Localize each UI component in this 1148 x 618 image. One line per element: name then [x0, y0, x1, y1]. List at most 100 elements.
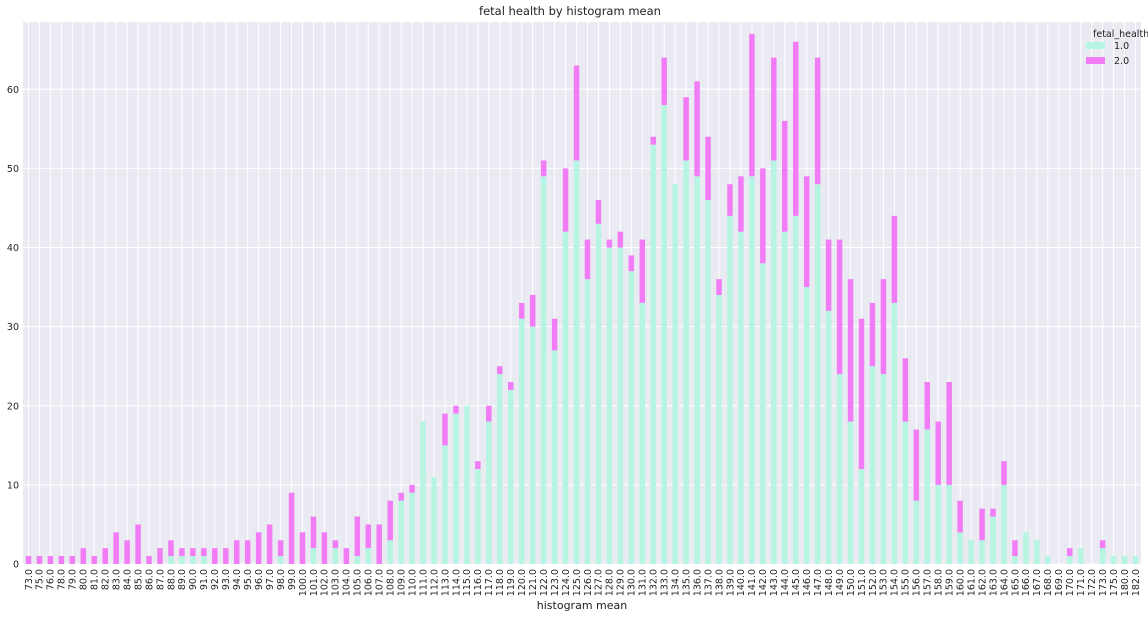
- bar-118.0-series-1.0: [497, 374, 503, 564]
- bar-163.0-series-1.0: [990, 516, 996, 564]
- bar-149.0-series-1.0: [836, 374, 843, 564]
- bar-137.0-series-2.0: [705, 136, 711, 201]
- bar-80.0-series-2.0: [80, 548, 87, 564]
- x-tick-label: 102.0: [320, 569, 331, 596]
- x-tick-label: 172.0: [1087, 569, 1098, 596]
- bar-100.0-series-2.0: [299, 532, 306, 564]
- bar-146.0-series-2.0: [803, 176, 810, 288]
- x-tick-label: 157.0: [923, 569, 934, 596]
- bar-173.0-series-1.0: [1099, 548, 1106, 564]
- bar-115.0-series-1.0: [464, 405, 470, 564]
- bar-161.0-series-1.0: [968, 540, 974, 564]
- bar-162.0-series-1.0: [979, 540, 985, 564]
- bar-138.0-series-1.0: [716, 294, 722, 564]
- bar-127.0-series-2.0: [595, 200, 602, 224]
- x-tick-label: 167.0: [1032, 569, 1043, 596]
- bar-105.0-series-1.0: [354, 556, 361, 564]
- x-tick-label: 161.0: [966, 569, 977, 596]
- x-tick-label: 168.0: [1043, 569, 1054, 596]
- bar-152.0-series-1.0: [869, 366, 876, 564]
- bar-89.0-series-1.0: [179, 556, 185, 564]
- bar-118.0-series-2.0: [497, 366, 503, 375]
- bar-103.0-series-2.0: [332, 540, 339, 549]
- bar-119.0-series-2.0: [508, 382, 514, 390]
- bar-136.0-series-2.0: [694, 81, 700, 177]
- bar-165.0-series-1.0: [1012, 556, 1018, 564]
- bar-90.0-series-2.0: [190, 548, 196, 557]
- bar-113.0-series-1.0: [442, 445, 448, 564]
- bar-83.0-series-2.0: [113, 532, 119, 564]
- bar-114.0-series-2.0: [453, 405, 459, 414]
- bar-125.0-series-1.0: [573, 160, 580, 564]
- bar-122.0-series-1.0: [540, 176, 547, 564]
- legend: fetal_health 1.02.0: [1086, 29, 1148, 67]
- bar-141.0-series-1.0: [749, 176, 755, 564]
- bar-124.0-series-2.0: [562, 168, 569, 232]
- bar-155.0-series-2.0: [902, 358, 909, 422]
- bar-111.0-series-1.0: [420, 421, 426, 564]
- x-tick-label: 152.0: [868, 569, 879, 596]
- x-tick-label: 127.0: [594, 569, 605, 596]
- bar-171.0-series-1.0: [1077, 548, 1084, 564]
- bar-79.0-series-2.0: [69, 556, 76, 564]
- bar-76.0-series-2.0: [47, 556, 54, 564]
- bar-93.0-series-2.0: [223, 548, 229, 564]
- bar-94.0-series-2.0: [233, 540, 240, 564]
- x-tick-label: 105.0: [353, 569, 364, 596]
- x-tick-label: 139.0: [725, 569, 736, 596]
- x-tick-label: 87.0: [155, 569, 166, 590]
- bar-106.0-series-1.0: [365, 548, 372, 564]
- y-tick-label: 20: [7, 401, 19, 412]
- bar-78.0-series-2.0: [58, 556, 65, 564]
- x-tick-label: 138.0: [714, 569, 725, 596]
- bar-137.0-series-1.0: [705, 200, 711, 565]
- bar-160.0-series-1.0: [957, 532, 963, 564]
- bar-142.0-series-1.0: [760, 263, 766, 564]
- bar-170.0-series-1.0: [1067, 556, 1073, 564]
- x-tick-label: 109.0: [396, 569, 407, 596]
- x-tick-label: 84.0: [122, 569, 133, 590]
- x-tick-label: 171.0: [1076, 569, 1087, 596]
- bars: [25, 33, 1139, 565]
- bar-152.0-series-2.0: [869, 302, 876, 367]
- y-tick-label: 40: [7, 243, 19, 254]
- x-tick-label: 120.0: [517, 569, 528, 596]
- x-tick-label: 141.0: [747, 569, 758, 596]
- bar-135.0-series-2.0: [683, 97, 689, 161]
- bar-165.0-series-2.0: [1012, 540, 1018, 557]
- x-tick-label: 100.0: [298, 569, 309, 596]
- bar-158.0-series-1.0: [935, 484, 941, 564]
- bar-129.0-series-1.0: [617, 247, 624, 564]
- bar-133.0-series-2.0: [661, 57, 667, 106]
- bar-147.0-series-2.0: [814, 57, 821, 185]
- bar-81.0-series-2.0: [91, 556, 97, 564]
- bar-140.0-series-1.0: [738, 231, 744, 564]
- bar-107.0-series-2.0: [376, 524, 382, 564]
- bar-82.0-series-2.0: [102, 548, 108, 564]
- x-tick-labels: 73.0 75.0 76.0 78.0 79.0 80.0 81.0 82.0 83.0 84.0…: [24, 569, 1142, 596]
- y-tick-label: 30: [7, 322, 19, 333]
- x-tick-label: 140.0: [736, 569, 747, 596]
- x-tick-label: 97.0: [265, 569, 276, 590]
- bar-97.0-series-2.0: [266, 524, 273, 564]
- bar-116.0-series-1.0: [475, 469, 481, 564]
- bar-159.0-series-2.0: [946, 382, 952, 485]
- bar-88.0-series-2.0: [168, 540, 174, 557]
- bar-156.0-series-2.0: [913, 429, 920, 501]
- bar-132.0-series-1.0: [650, 144, 656, 564]
- x-tick-label: 104.0: [342, 569, 353, 596]
- x-tick-label: 142.0: [758, 569, 769, 596]
- legend-swatch: [1086, 42, 1105, 49]
- bar-144.0-series-2.0: [782, 120, 788, 232]
- bar-117.0-series-1.0: [486, 421, 492, 564]
- x-tick-label: 150.0: [846, 569, 857, 596]
- x-tick-label: 173.0: [1098, 569, 1109, 596]
- x-tick-label: 81.0: [90, 569, 101, 590]
- bar-182.0-series-1.0: [1132, 556, 1139, 564]
- bar-101.0-series-2.0: [310, 516, 317, 549]
- x-tick-label: 134.0: [670, 569, 681, 596]
- x-tick-label: 91.0: [199, 569, 210, 590]
- x-tick-label: 92.0: [210, 569, 221, 590]
- bar-164.0-series-2.0: [1001, 461, 1007, 485]
